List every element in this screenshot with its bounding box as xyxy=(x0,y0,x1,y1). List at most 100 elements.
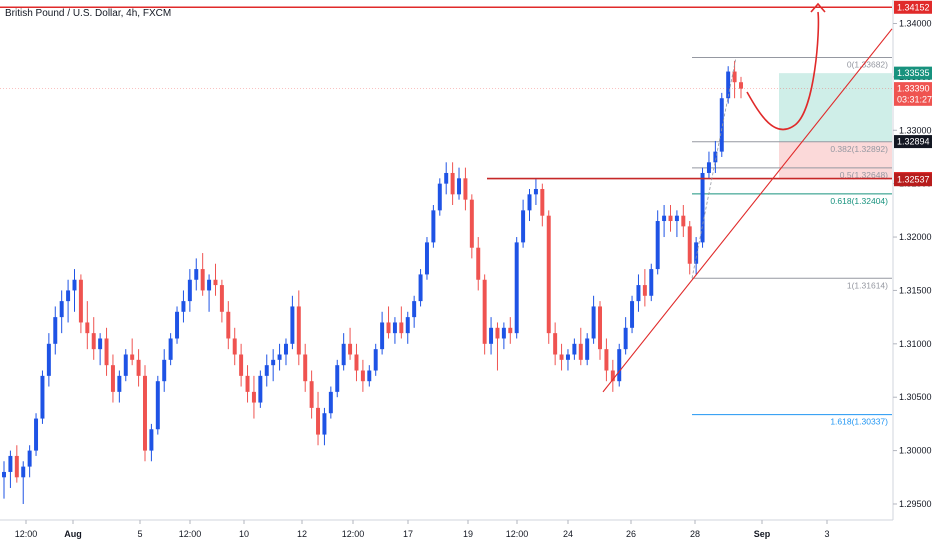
candle-body xyxy=(463,178,468,200)
candle-body xyxy=(271,359,276,366)
candle-body xyxy=(136,359,141,376)
fib-level-label: 1(1.31614) xyxy=(847,280,888,290)
candle-body xyxy=(700,172,705,243)
candle-body xyxy=(553,333,558,355)
time-tick-label: 19 xyxy=(463,529,473,539)
candle-body xyxy=(168,338,173,360)
candle-body xyxy=(200,269,205,291)
candle-body xyxy=(732,71,737,83)
candle-body xyxy=(533,188,538,195)
candle-body xyxy=(559,354,564,360)
fib-level-label: 0.382(1.32892) xyxy=(830,144,888,154)
candle-body xyxy=(540,188,545,216)
price-tick-label: 1.31000 xyxy=(899,339,932,349)
candle-body xyxy=(316,407,321,435)
candle-body xyxy=(412,301,417,318)
candle-body xyxy=(501,327,506,339)
candle-body xyxy=(117,375,122,392)
position-zones xyxy=(779,73,892,179)
candle-body xyxy=(655,221,660,270)
price-tick-label: 1.34000 xyxy=(899,18,932,28)
candle-body xyxy=(399,322,404,334)
candle-body xyxy=(726,71,731,99)
candle-body xyxy=(649,269,654,296)
candle-body xyxy=(27,450,32,467)
take-profit-zone xyxy=(779,73,892,142)
candle-body xyxy=(341,343,346,366)
candle-body xyxy=(34,418,39,451)
candle-body xyxy=(604,349,609,371)
fib-retracement[interactable]: 0(1.33682) 0.382(1.32892) 0.5(1.32648) 0.61… xyxy=(692,56,892,427)
price-badge-label: 03:31:27 xyxy=(897,94,932,104)
candle-body xyxy=(373,349,378,371)
candle-body xyxy=(418,274,423,302)
candle-body xyxy=(457,178,462,195)
drawings[interactable] xyxy=(0,2,893,393)
candle-body xyxy=(78,279,83,323)
price-badge-label: 1.34152 xyxy=(897,2,930,12)
candle-body xyxy=(110,365,115,392)
time-tick-label: 28 xyxy=(690,529,700,539)
candle-body xyxy=(630,301,635,328)
candle-body xyxy=(392,322,397,334)
price-tick-label: 1.31500 xyxy=(899,285,932,295)
candle-body xyxy=(162,359,167,382)
price-badge xyxy=(894,66,932,80)
candle-body xyxy=(46,343,51,376)
price-badge xyxy=(894,92,932,106)
candle-body xyxy=(239,354,244,376)
time-tick-label: 12:00 xyxy=(179,529,202,539)
price-axis[interactable]: 1.340001.335001.330001.325001.320001.315… xyxy=(892,0,932,520)
time-tick-label: 17 xyxy=(403,529,413,539)
time-tick-label: Sep xyxy=(754,529,771,539)
candle-body xyxy=(565,354,570,360)
candle-body xyxy=(91,333,96,350)
time-tick-label: 12:00 xyxy=(342,529,365,539)
fib-level-label: 0.618(1.32404) xyxy=(830,196,888,206)
candle-body xyxy=(322,413,327,435)
candle-body xyxy=(40,375,45,419)
candle-body xyxy=(489,327,494,344)
candle-body xyxy=(469,199,474,248)
price-badge xyxy=(894,135,932,149)
candle-body xyxy=(258,375,263,403)
candle-body xyxy=(694,242,699,264)
trendline[interactable] xyxy=(602,28,893,393)
fib-level-label: 0(1.33682) xyxy=(847,59,888,69)
candle-body xyxy=(354,354,359,371)
candle-body xyxy=(251,391,256,403)
candle-body xyxy=(636,285,641,302)
price-badge-label: 1.32537 xyxy=(897,175,930,185)
candle-body xyxy=(14,455,19,478)
chart-title: British Pound / U.S. Dollar, 4h, FXCM xyxy=(5,8,171,19)
candle-body xyxy=(264,365,269,376)
candle-body xyxy=(424,242,429,275)
candle-body xyxy=(386,322,391,334)
candle-body xyxy=(8,455,13,472)
candle-body xyxy=(572,343,577,355)
time-tick-label: 12 xyxy=(297,529,307,539)
candle-body xyxy=(290,306,295,344)
candle-body xyxy=(303,354,308,382)
candle-body xyxy=(617,349,622,382)
time-tick-label: 10 xyxy=(239,529,249,539)
candle-body xyxy=(514,242,519,334)
candle-body xyxy=(72,279,77,291)
candle-body xyxy=(181,301,186,312)
candle-body xyxy=(328,391,333,414)
candle-body xyxy=(674,215,679,222)
fib-anchor-line xyxy=(691,57,737,279)
time-tick-label: 26 xyxy=(626,529,636,539)
time-tick-label: 12:00 xyxy=(506,529,529,539)
time-tick-label: Aug xyxy=(64,529,82,539)
candle-body xyxy=(98,338,103,350)
candle-body xyxy=(546,215,551,334)
candle-body xyxy=(187,279,192,302)
candle-body xyxy=(207,279,212,291)
price-tick-label: 1.29500 xyxy=(899,499,932,509)
time-axis[interactable]: 12:00 Aug 5 12:00 10 12 12:00 17 19 12:00 24 26 28 Se… xyxy=(0,519,893,539)
candle-body xyxy=(719,98,724,152)
candle-body xyxy=(380,322,385,350)
